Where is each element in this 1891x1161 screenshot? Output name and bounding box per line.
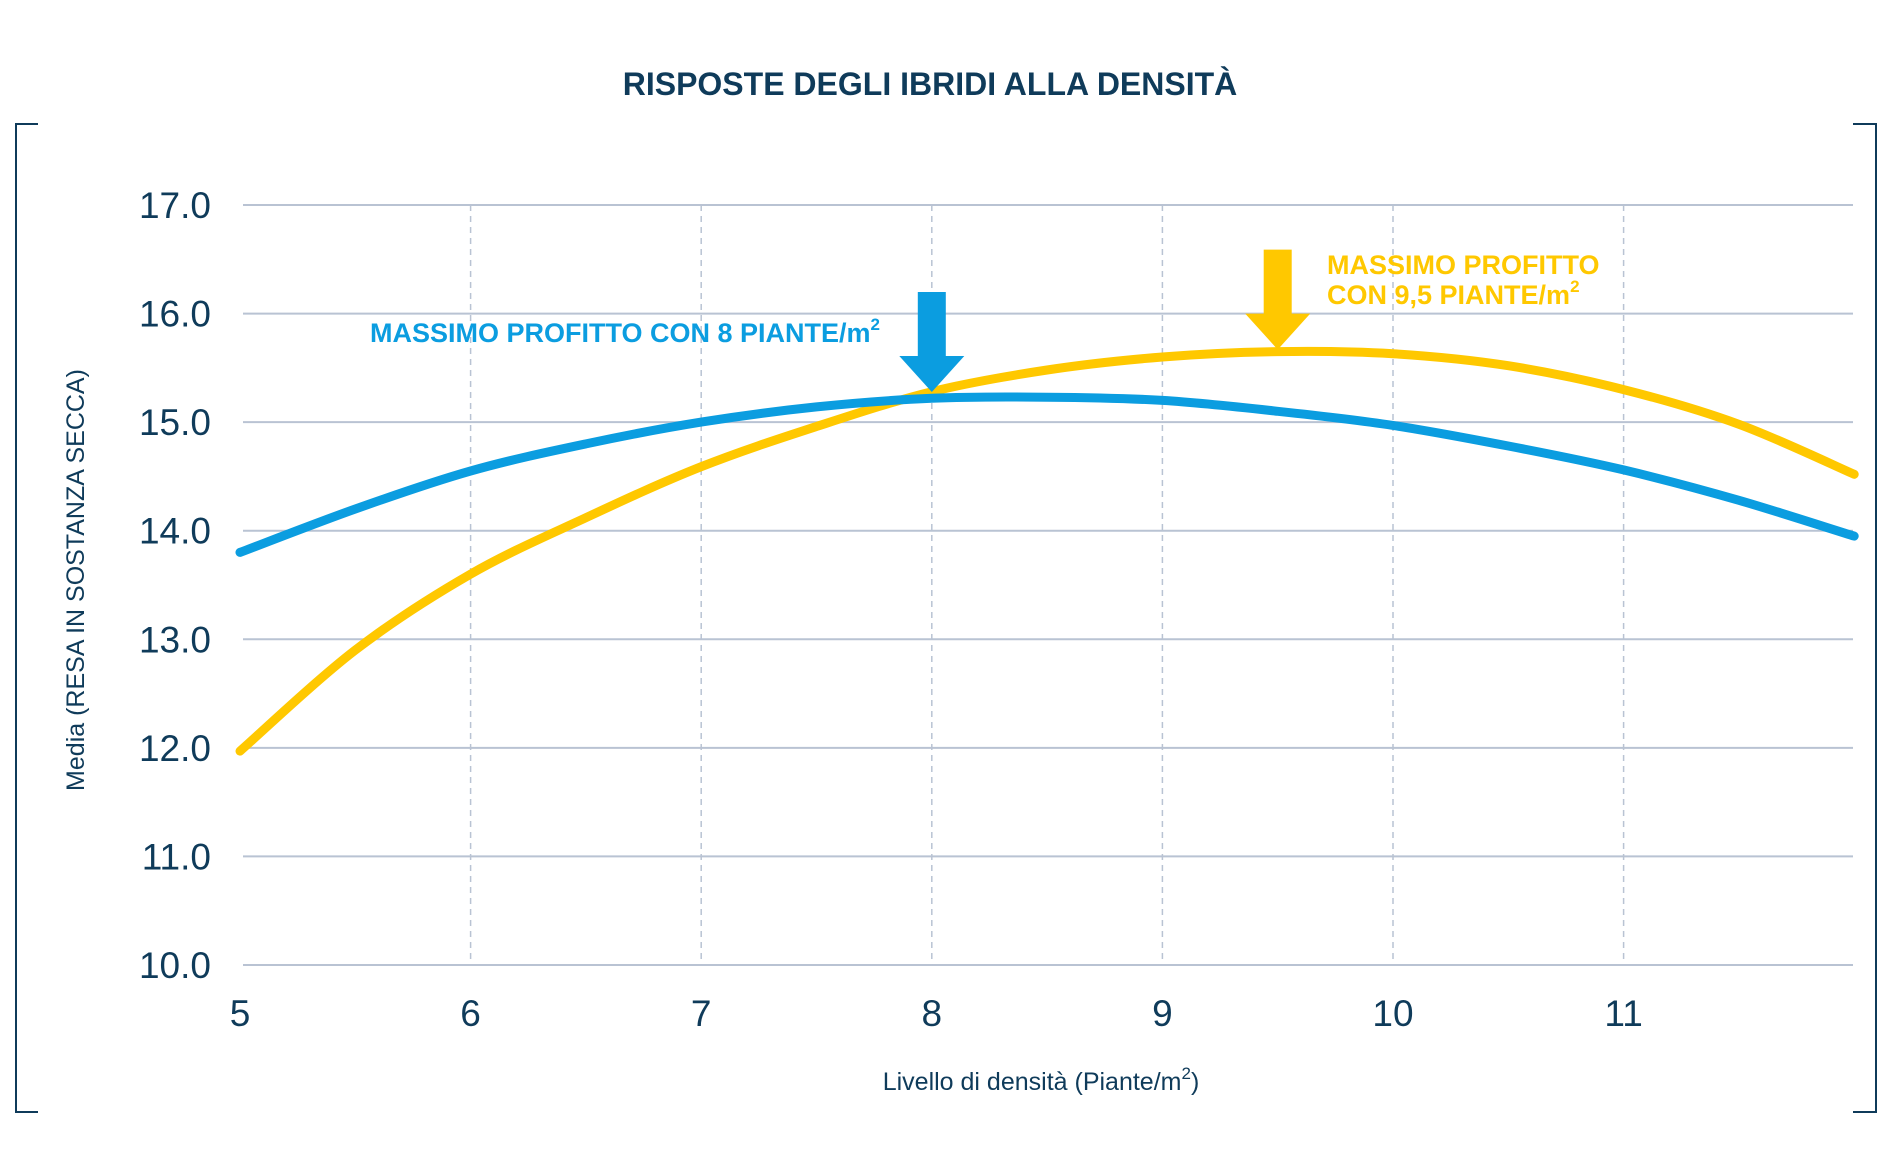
frame-brackets bbox=[15, 123, 1877, 1113]
x-tick-label: 9 bbox=[1152, 993, 1173, 1034]
x-axis-label-main: Livello di densità (Piante/m bbox=[883, 1068, 1182, 1096]
x-tick-labels: 5 6 7 8 9 10 11 bbox=[230, 993, 1643, 1034]
series-line-yellow bbox=[235, 346, 1859, 756]
y-tick-label: 16.0 bbox=[139, 294, 211, 335]
x-tick-label: 6 bbox=[460, 993, 481, 1034]
arrow-down-icon bbox=[1245, 249, 1311, 350]
x-axis-label: Livello di densità (Piante/m2) bbox=[883, 1064, 1200, 1096]
y-tick-label: 12.0 bbox=[139, 728, 211, 769]
frame-bracket-right bbox=[1853, 123, 1877, 1113]
y-tick-label: 11.0 bbox=[142, 836, 211, 877]
y-tick-label: 14.0 bbox=[139, 511, 211, 552]
y-tick-label: 10.0 bbox=[139, 945, 211, 986]
annotation-yellow-line: CON 9,5 PIANTE/m bbox=[1327, 280, 1570, 310]
annotation-yellow-line: MASSIMO PROFITTO bbox=[1327, 250, 1600, 280]
annotation-blue: MASSIMO PROFITTO CON 8 PIANTE/m2 bbox=[370, 315, 880, 348]
chart-title: RISPOSTE DEGLI IBRIDI ALLA DENSITÀ bbox=[623, 66, 1238, 102]
y-tick-label: 17.0 bbox=[139, 185, 211, 226]
x-axis-label-end: ) bbox=[1191, 1068, 1199, 1096]
x-tick-label: 5 bbox=[230, 993, 251, 1034]
frame-bracket-left bbox=[15, 123, 38, 1113]
x-tick-label: 8 bbox=[922, 993, 943, 1034]
y-tick-label: 15.0 bbox=[139, 402, 211, 443]
x-tick-label: 10 bbox=[1372, 993, 1413, 1034]
annotations: MASSIMO PROFITTO CON 8 PIANTE/m2MASSIMO … bbox=[370, 249, 1600, 392]
annotation-yellow-superscript: 2 bbox=[1570, 277, 1579, 296]
grid-lines bbox=[243, 204, 1853, 966]
x-tick-label: 7 bbox=[691, 993, 712, 1034]
arrow-down-icon bbox=[899, 292, 965, 392]
y-tick-label: 13.0 bbox=[139, 619, 211, 660]
annotation-blue-line: MASSIMO PROFITTO CON 8 PIANTE/m bbox=[370, 318, 871, 348]
series-lines bbox=[235, 346, 1859, 756]
y-tick-labels: 10.0 11.0 12.0 13.0 14.0 15.0 16.0 17.0 bbox=[139, 185, 211, 986]
y-axis-label: Media (RESA IN SOSTANZA SECCA) bbox=[62, 369, 90, 791]
x-tick-label: 11 bbox=[1604, 993, 1642, 1034]
series-line-blue bbox=[235, 392, 1859, 557]
x-axis-label-superscript: 2 bbox=[1181, 1064, 1190, 1083]
annotation-blue-superscript: 2 bbox=[871, 315, 880, 334]
annotation-yellow: MASSIMO PROFITTO CON 9,5 PIANTE/m2 bbox=[1327, 250, 1600, 310]
